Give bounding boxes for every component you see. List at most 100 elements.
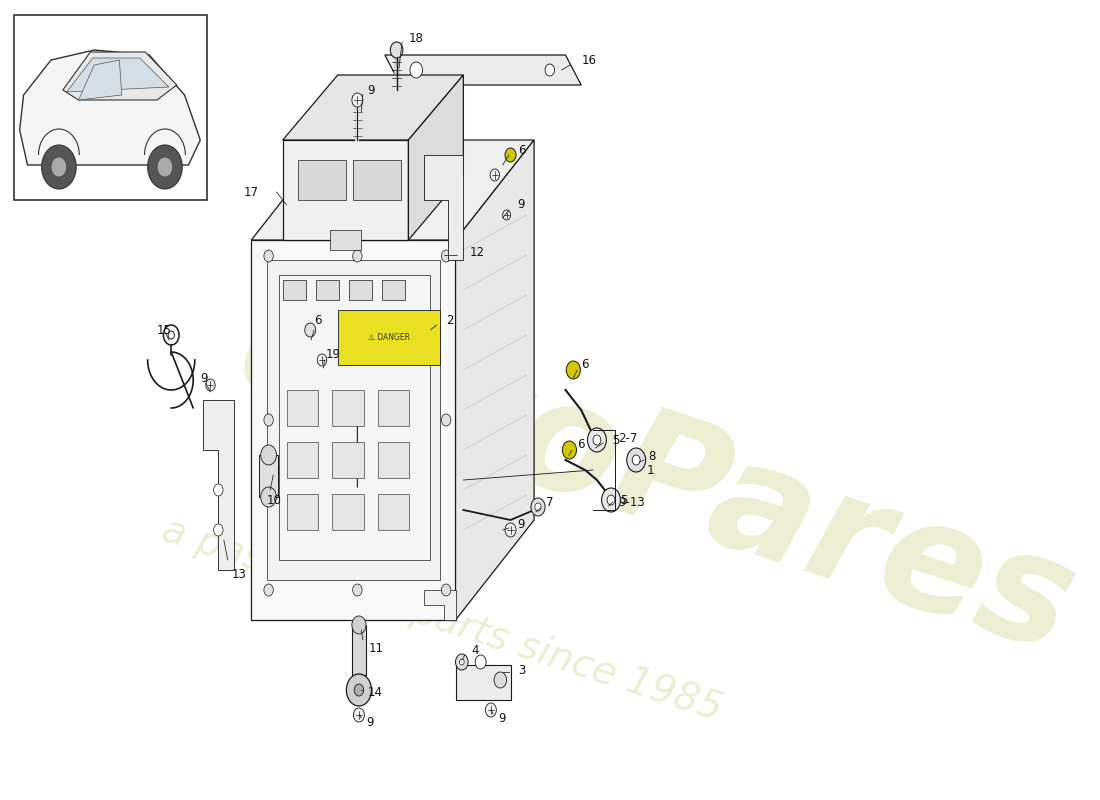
- Polygon shape: [425, 590, 455, 620]
- Circle shape: [213, 524, 223, 536]
- Bar: [287, 442, 318, 478]
- Polygon shape: [298, 160, 345, 200]
- Text: 19: 19: [326, 349, 341, 362]
- Circle shape: [602, 488, 620, 512]
- Circle shape: [317, 354, 327, 366]
- Polygon shape: [385, 55, 581, 85]
- Bar: [377, 494, 409, 530]
- Circle shape: [354, 684, 364, 696]
- Circle shape: [410, 62, 422, 78]
- Bar: [349, 280, 372, 300]
- Text: 10: 10: [267, 494, 282, 506]
- Polygon shape: [283, 75, 463, 140]
- Polygon shape: [455, 665, 510, 700]
- Circle shape: [505, 523, 516, 537]
- Bar: [377, 390, 409, 426]
- Text: 13: 13: [232, 569, 246, 582]
- Circle shape: [460, 659, 464, 665]
- Circle shape: [261, 487, 276, 507]
- Text: 12: 12: [470, 246, 485, 258]
- Text: 6: 6: [518, 143, 526, 157]
- Circle shape: [353, 250, 362, 262]
- Circle shape: [168, 331, 175, 339]
- Text: 9: 9: [366, 715, 374, 729]
- Bar: [382, 280, 405, 300]
- Bar: [287, 494, 318, 530]
- Bar: [352, 625, 366, 675]
- Circle shape: [261, 445, 276, 465]
- Circle shape: [455, 654, 469, 670]
- Polygon shape: [63, 52, 177, 100]
- Circle shape: [587, 428, 606, 452]
- Text: 14: 14: [367, 686, 383, 698]
- Bar: [332, 442, 364, 478]
- Text: 18: 18: [408, 31, 424, 45]
- Bar: [332, 390, 364, 426]
- Circle shape: [264, 250, 273, 262]
- Polygon shape: [455, 140, 535, 620]
- Polygon shape: [353, 160, 400, 200]
- Polygon shape: [283, 140, 408, 240]
- Bar: [260, 455, 278, 497]
- Circle shape: [485, 703, 496, 717]
- Polygon shape: [278, 275, 430, 560]
- Circle shape: [441, 584, 451, 596]
- Bar: [332, 494, 364, 530]
- Circle shape: [593, 435, 601, 445]
- Polygon shape: [20, 50, 200, 165]
- Circle shape: [505, 148, 516, 162]
- Circle shape: [264, 584, 273, 596]
- Bar: [14, 15, 207, 200]
- Text: euroPares: euroPares: [220, 275, 1091, 685]
- Circle shape: [627, 448, 646, 472]
- Circle shape: [305, 323, 316, 337]
- Circle shape: [147, 145, 183, 189]
- Text: 9: 9: [517, 518, 525, 531]
- Circle shape: [51, 157, 67, 177]
- Text: 9: 9: [367, 83, 375, 97]
- Text: 6: 6: [581, 358, 589, 371]
- Circle shape: [157, 157, 173, 177]
- Circle shape: [503, 210, 510, 220]
- Text: 16: 16: [581, 54, 596, 66]
- Circle shape: [441, 414, 451, 426]
- Bar: [316, 280, 339, 300]
- Polygon shape: [338, 310, 440, 365]
- Circle shape: [353, 708, 364, 722]
- Polygon shape: [251, 240, 455, 620]
- Circle shape: [42, 145, 76, 189]
- Text: 9: 9: [498, 711, 506, 725]
- Text: 7: 7: [546, 495, 553, 509]
- Bar: [283, 280, 306, 300]
- Polygon shape: [78, 60, 122, 100]
- Text: 8: 8: [649, 450, 656, 462]
- Circle shape: [352, 616, 366, 634]
- Text: 9-13: 9-13: [618, 495, 645, 509]
- Circle shape: [346, 674, 372, 706]
- Circle shape: [632, 455, 640, 465]
- Circle shape: [353, 584, 362, 596]
- Polygon shape: [408, 75, 463, 240]
- Polygon shape: [330, 230, 361, 250]
- Text: 11: 11: [370, 642, 384, 654]
- Polygon shape: [67, 58, 169, 92]
- Text: ⚠ DANGER: ⚠ DANGER: [367, 333, 410, 342]
- Text: 5: 5: [613, 434, 620, 446]
- Text: 5: 5: [620, 494, 628, 506]
- Text: 2: 2: [447, 314, 453, 326]
- Circle shape: [164, 325, 179, 345]
- Text: 17: 17: [243, 186, 258, 198]
- Text: 2-7: 2-7: [618, 431, 638, 445]
- Text: 6: 6: [315, 314, 321, 326]
- Text: 1: 1: [647, 463, 654, 477]
- Circle shape: [546, 64, 554, 76]
- Circle shape: [264, 414, 273, 426]
- Circle shape: [535, 503, 541, 511]
- Text: 4: 4: [471, 643, 478, 657]
- Bar: [377, 442, 409, 478]
- Text: 3: 3: [518, 663, 526, 677]
- Circle shape: [213, 484, 223, 496]
- Circle shape: [390, 42, 403, 58]
- Circle shape: [352, 93, 363, 107]
- Text: 15: 15: [157, 323, 172, 337]
